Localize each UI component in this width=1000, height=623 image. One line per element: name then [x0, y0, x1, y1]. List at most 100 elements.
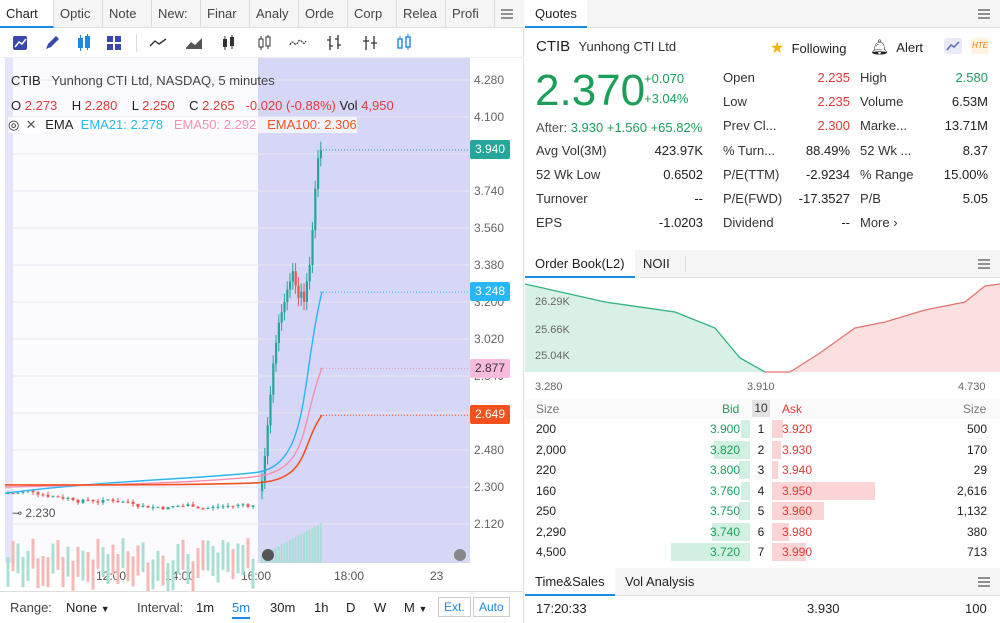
volume-bar	[311, 528, 314, 563]
tab-quotes[interactable]: Quotes	[525, 0, 587, 28]
menu-icon[interactable]	[978, 8, 990, 19]
tab-6[interactable]: Orde	[299, 0, 348, 28]
ask-price: 3.920	[782, 422, 813, 436]
bid-depth-bar	[741, 481, 750, 500]
candle	[136, 504, 140, 507]
orderbook-row[interactable]: 250 3.750 5 3.960 1,132	[525, 501, 1000, 521]
quotes-header: Quotes	[525, 0, 1000, 28]
tab-3[interactable]: New:	[152, 0, 201, 28]
candle	[56, 496, 60, 498]
candle	[161, 506, 165, 510]
line-chart-icon[interactable]	[148, 33, 170, 53]
y-tick-label: 2.300	[474, 480, 504, 494]
following-button[interactable]: ★ Following	[770, 40, 847, 57]
orderbook-row[interactable]: 2,000 3.820 2 3.930 170	[525, 440, 1000, 460]
volume-bar	[261, 555, 263, 563]
ohlc-icon[interactable]	[324, 33, 346, 53]
tab-order-book[interactable]: Order Book(L2)	[525, 250, 635, 278]
depth-x-label: 3.910	[747, 381, 775, 393]
candle	[317, 158, 320, 189]
volume-bar	[303, 532, 305, 563]
menu-icon[interactable]	[978, 576, 990, 587]
candle	[86, 499, 90, 501]
interval-d[interactable]: D	[346, 600, 356, 615]
volume-bar	[211, 546, 215, 577]
alert-button[interactable]: 🔔︎ Alert	[870, 39, 924, 56]
wave-icon[interactable]	[288, 33, 310, 53]
orderbook-row[interactable]: 220 3.800 3 3.940 29	[525, 460, 1000, 480]
interval-1m[interactable]: 1m	[196, 600, 215, 615]
candle	[51, 496, 55, 498]
candle	[201, 508, 205, 510]
stat-label: Low	[723, 94, 747, 109]
tab-5[interactable]: Analy	[250, 0, 299, 28]
area-chart-icon[interactable]	[184, 33, 206, 53]
time-sales-header: Time&Sales Vol Analysis	[525, 568, 1000, 596]
bid-size: 4,500	[536, 545, 567, 559]
interval-1h[interactable]: 1h	[314, 600, 329, 615]
hte-badge-icon[interactable]: HTE	[971, 38, 989, 54]
volume-bar	[161, 555, 165, 586]
x-tick-label: 16:00	[241, 569, 271, 583]
menu-icon[interactable]	[501, 8, 513, 19]
candles-icon[interactable]	[74, 33, 96, 53]
hlc-icon[interactable]	[360, 33, 382, 53]
chart-badge-icon[interactable]	[944, 38, 962, 54]
tab-8[interactable]: Relea	[397, 0, 446, 28]
tab-9[interactable]: Profi	[446, 0, 495, 28]
orderbook-row[interactable]: 200 3.900 1 3.920 500	[525, 419, 1000, 439]
candle-chart-icon[interactable]	[218, 33, 240, 53]
auto-button[interactable]: Auto	[473, 597, 510, 617]
trade-price: 3.930	[807, 601, 840, 616]
tab-1[interactable]: Optic	[54, 0, 103, 28]
candle	[236, 504, 240, 506]
volume-bar	[275, 547, 277, 563]
menu-icon[interactable]	[978, 258, 990, 269]
chart-icon[interactable]	[10, 33, 32, 53]
ext-button[interactable]: Ext.	[438, 597, 471, 617]
candle	[121, 501, 125, 503]
candle	[16, 492, 20, 494]
interval-w[interactable]: W	[374, 600, 387, 615]
stat-value: 13.71M	[944, 118, 988, 133]
stat-label: High	[860, 70, 887, 85]
y-tick-label: 3.380	[474, 258, 504, 272]
interval-5m[interactable]: 5m	[232, 600, 251, 619]
volume-bar	[226, 542, 230, 573]
hollow-candle-icon[interactable]	[254, 33, 276, 53]
grid-icon[interactable]	[104, 33, 126, 53]
stat-label: P/E(FWD)	[723, 191, 783, 206]
candle	[156, 506, 160, 508]
tab-time-sales[interactable]: Time&Sales	[525, 568, 615, 596]
tab-0[interactable]: Chart	[0, 0, 54, 28]
more-link[interactable]: More ›	[860, 215, 898, 230]
price-chart[interactable]: 4.2804.1003.9203.7403.5603.3803.2003.020…	[0, 58, 524, 591]
orderbook-row[interactable]: 2,290 3.740 6 3.980 380	[525, 522, 1000, 542]
hollow-bars-icon[interactable]	[394, 33, 416, 53]
level-number: 6	[757, 524, 765, 539]
volume-bar	[314, 526, 317, 563]
tab-4[interactable]: Finar	[201, 0, 250, 28]
volume-bar	[91, 559, 95, 590]
tab-2[interactable]: Note	[103, 0, 152, 28]
volume-bar	[297, 535, 300, 563]
volume-bar	[186, 554, 190, 585]
tab-noii[interactable]: NOII	[643, 256, 670, 271]
interval-30m[interactable]: 30m	[270, 600, 296, 615]
eye-icon[interactable]: ◎	[8, 117, 20, 132]
tab-vol-analysis[interactable]: Vol Analysis	[625, 574, 695, 589]
stat-label: Avg Vol(3M)	[536, 143, 607, 158]
bid-depth-bar	[711, 522, 750, 541]
interval-m[interactable]: M ▼	[404, 600, 428, 615]
tab-7[interactable]: Corp	[348, 0, 397, 28]
bottom-bar: Range: None ▼ Interval: 1m 5m 30m 1h D W…	[0, 591, 524, 623]
orderbook-row[interactable]: 4,500 3.720 7 3.990 713	[525, 542, 1000, 562]
stat-label: Marke...	[860, 118, 907, 133]
range-select[interactable]: None ▼	[66, 600, 110, 615]
candle	[266, 425, 269, 457]
orderbook-row[interactable]: 160 3.760 4 3.950 2,616	[525, 481, 1000, 501]
bid-price: 3.750	[709, 504, 740, 518]
pen-icon[interactable]	[42, 33, 64, 53]
volume-bar	[171, 560, 175, 591]
close-icon[interactable]: ✕	[25, 117, 37, 132]
